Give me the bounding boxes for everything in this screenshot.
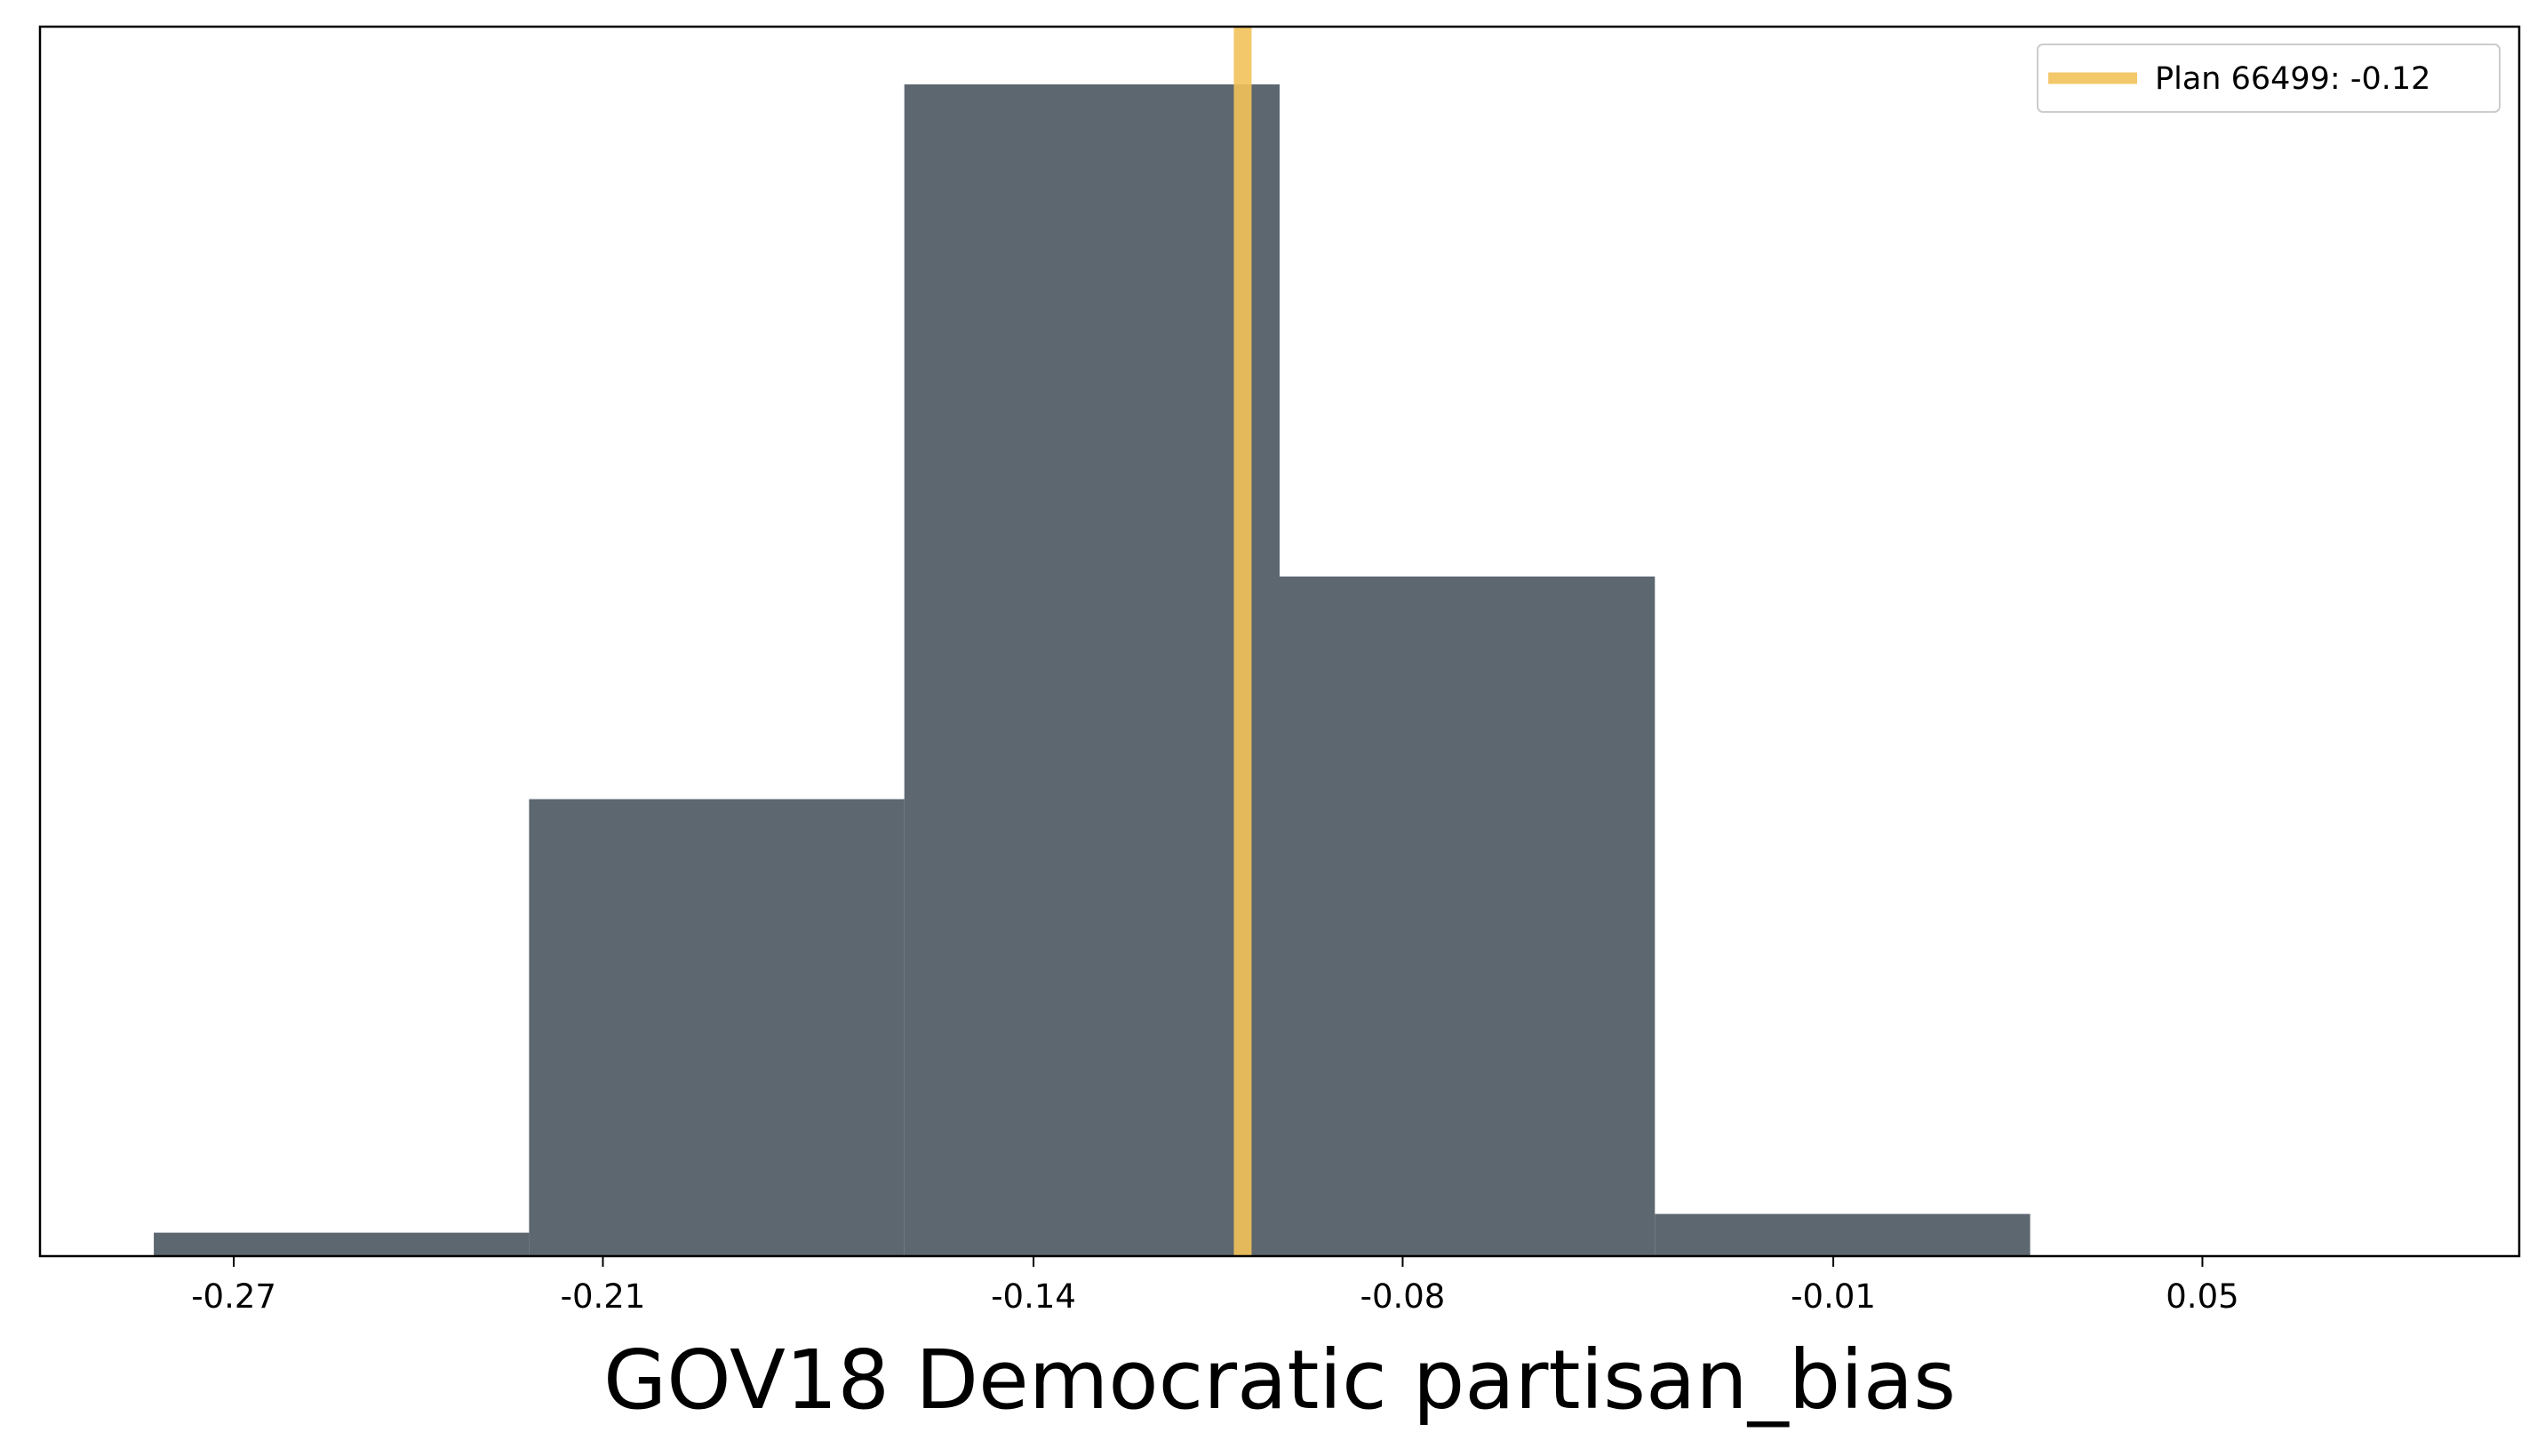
x-tick-label: -0.14	[991, 1277, 1076, 1316]
x-axis-ticks: -0.27 -0.21 -0.14 -0.08 -0.01 0.05	[191, 1256, 2239, 1316]
histogram-bar-4	[1280, 576, 1655, 1256]
histogram-bar-1	[154, 1232, 530, 1256]
plot-area-frame	[38, 25, 2521, 1258]
histogram-bar-2	[529, 799, 905, 1256]
legend: Plan 66499: -0.12	[2037, 44, 2501, 113]
histogram-bar-5	[1655, 1213, 2030, 1256]
x-tick-label: 0.05	[2166, 1277, 2238, 1316]
legend-entry-label: Plan 66499: -0.12	[2155, 61, 2430, 97]
x-tick-label: -0.01	[1791, 1277, 1876, 1316]
histogram-bars	[154, 84, 2030, 1256]
legend-box	[2037, 44, 2501, 113]
histogram-bar-3	[904, 84, 1280, 1256]
x-tick-label: -0.27	[191, 1277, 276, 1316]
x-axis-label: GOV18 Democratic partisan_bias	[603, 1333, 1956, 1428]
x-tick-label: -0.21	[561, 1277, 646, 1316]
x-tick-label: -0.08	[1360, 1277, 1446, 1316]
